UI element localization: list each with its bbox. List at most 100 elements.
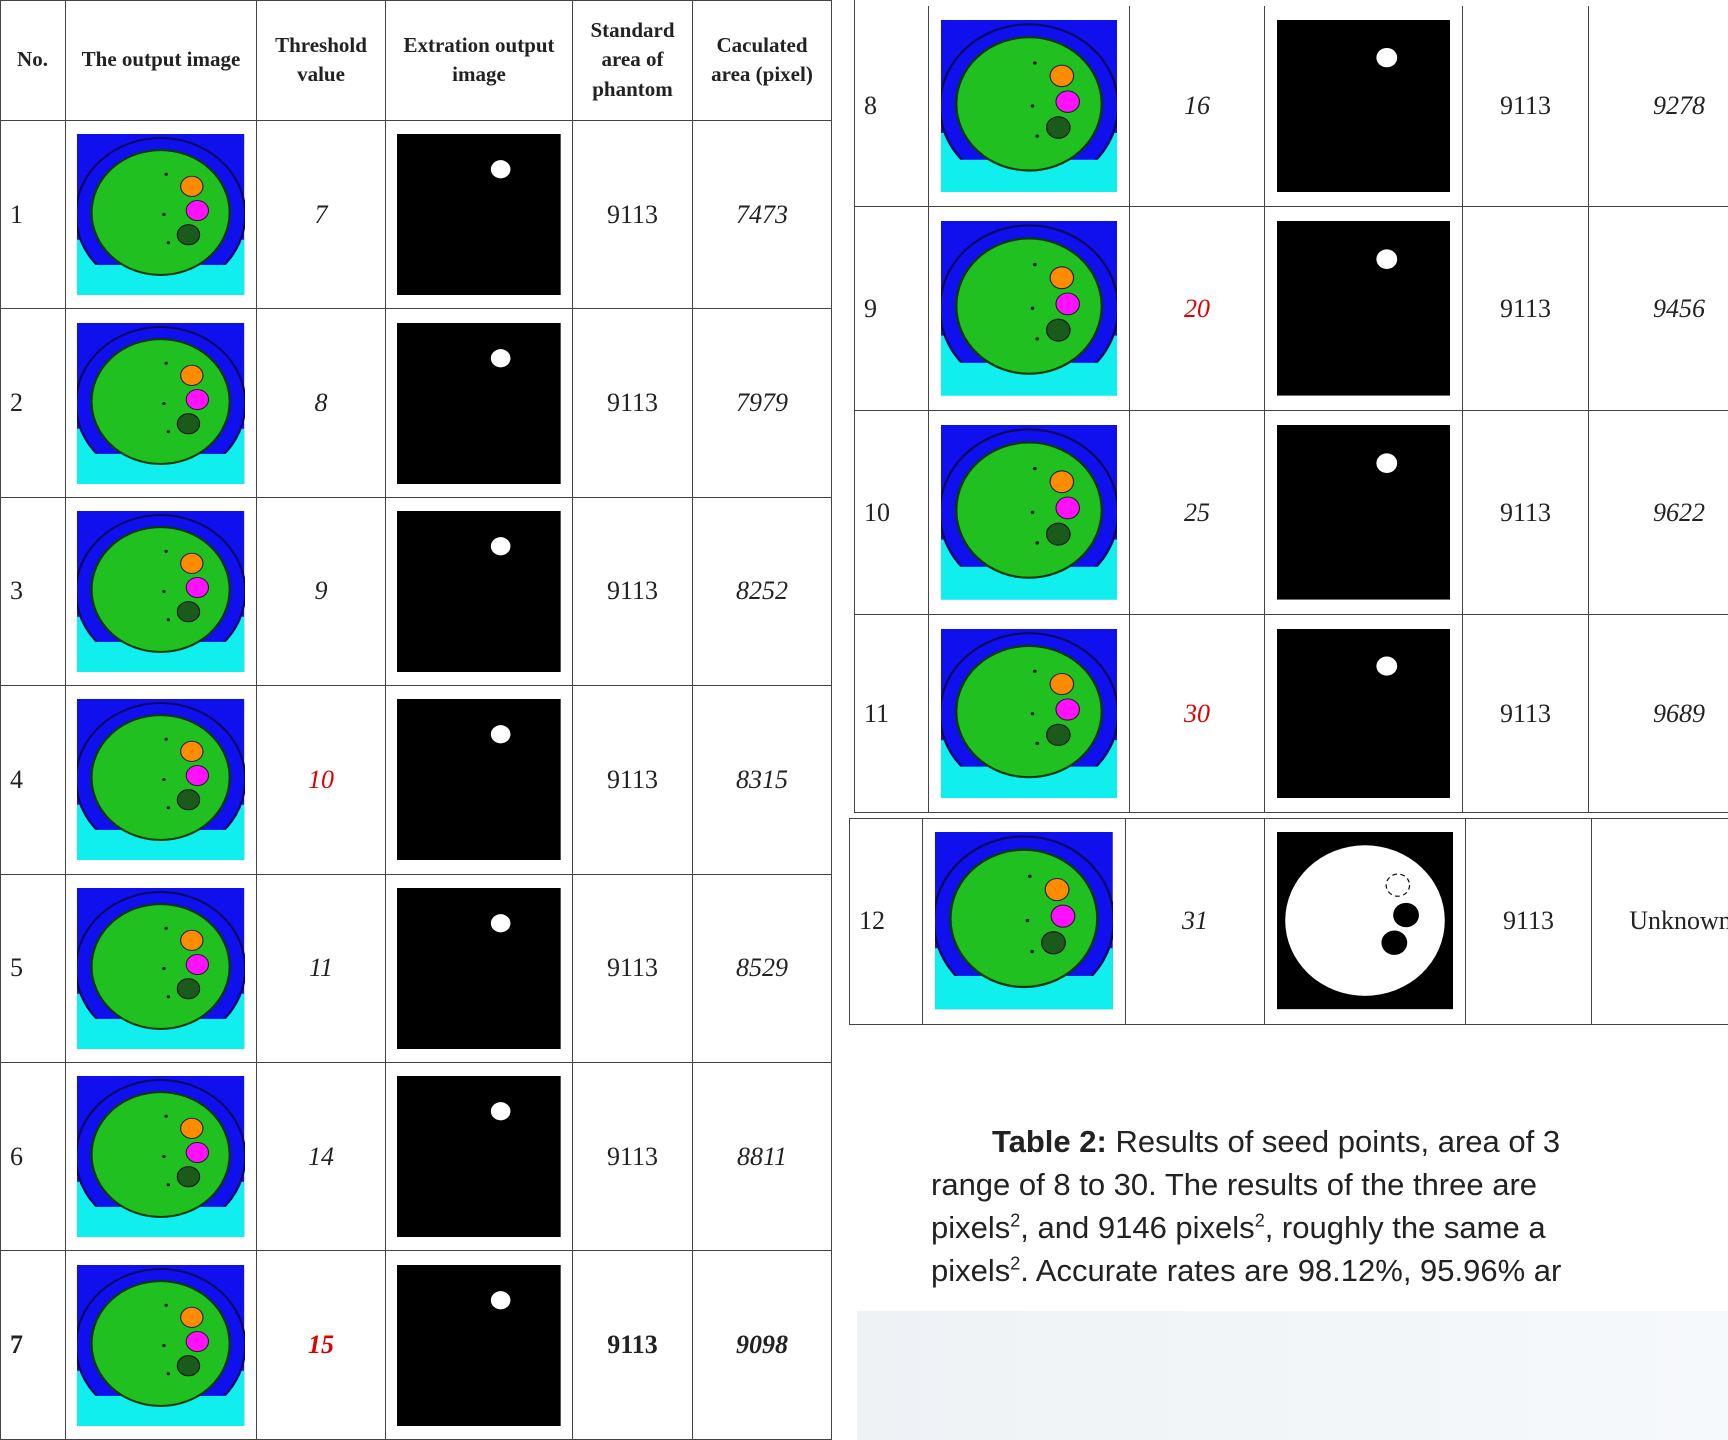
image-cell [66, 686, 257, 874]
calculated: 7473 [736, 200, 788, 230]
threshold: 14 [308, 1142, 334, 1172]
table-frame [849, 818, 1728, 1025]
table-cell: 9113 [573, 121, 693, 309]
table-cell: 9113 [573, 686, 693, 874]
caption-text: Results of seed points, area of 3 [1115, 1124, 1560, 1159]
table-cell: 5 [0, 875, 66, 1063]
header-cell: The output image [66, 0, 257, 121]
image-cell [386, 121, 573, 309]
header-text: Threshold value [261, 31, 381, 90]
threshold: 15 [308, 1330, 334, 1360]
caption-line: pixels2. Accurate rates are 98.12%, 95.9… [931, 1253, 1561, 1289]
table-cell: 4 [0, 686, 66, 874]
threshold: 8 [315, 388, 328, 418]
table-cell: 9113 [573, 309, 693, 497]
table-cell: 15 [257, 1251, 386, 1439]
no: 4 [10, 765, 23, 795]
header-text: The output image [82, 45, 241, 74]
calculated: 7979 [736, 388, 788, 418]
extraction-image [397, 699, 561, 860]
standard: 9113 [607, 200, 658, 230]
image-cell [66, 498, 257, 686]
output-image [77, 1076, 244, 1237]
calculated: 8529 [736, 953, 788, 983]
extraction-image [397, 511, 561, 672]
caption-label: Table 2: [992, 1124, 1107, 1159]
extraction-image [397, 134, 561, 295]
table-cell: 8 [257, 309, 386, 497]
extraction-image [397, 323, 561, 484]
header-cell: Standard area of phantom [573, 0, 693, 121]
caption-line: range of 8 to 30. The results of the thr… [931, 1167, 1537, 1203]
calculated: 8811 [737, 1142, 787, 1172]
extraction-image [397, 888, 561, 1049]
standard: 9113 [607, 576, 658, 606]
no: 5 [10, 953, 23, 983]
image-cell [66, 309, 257, 497]
caption-text: , roughly the same a [1265, 1210, 1546, 1245]
header-text: No. [17, 45, 48, 74]
calculated: 8315 [736, 765, 788, 795]
extraction-image [397, 1265, 561, 1426]
image-cell [386, 875, 573, 1063]
standard: 9113 [607, 953, 658, 983]
table-cell: 14 [257, 1063, 386, 1251]
caption-text: 2 [1255, 1211, 1265, 1231]
table-cell: 11 [257, 875, 386, 1063]
output-image [77, 888, 244, 1049]
image-cell [66, 1251, 257, 1439]
table-cell: 1 [0, 121, 66, 309]
image-cell [386, 498, 573, 686]
image-cell [66, 875, 257, 1063]
no: 2 [10, 388, 23, 418]
image-cell [386, 686, 573, 874]
no: 3 [10, 576, 23, 606]
caption-text: 2 [1010, 1211, 1020, 1231]
calculated: 8252 [736, 576, 788, 606]
image-cell [386, 309, 573, 497]
table-cell: 7979 [693, 309, 832, 497]
table-cell: 8811 [693, 1063, 832, 1251]
table-cell: 7 [257, 121, 386, 309]
output-image [77, 699, 244, 860]
header-text: Caculated area (pixel) [697, 31, 827, 90]
table-cell: 2 [0, 309, 66, 497]
table-cell: 9 [257, 498, 386, 686]
caption-text: . Accurate rates are 98.12%, 95.96% ar [1020, 1253, 1561, 1288]
caption-text: range of 8 to 30. The results of the thr… [931, 1167, 1537, 1202]
header-text: Standard area of phantom [577, 16, 688, 104]
calculated: 9098 [736, 1330, 788, 1360]
image-cell [386, 1251, 573, 1439]
caption-text: 2 [1010, 1254, 1020, 1274]
table-cell: 9113 [573, 875, 693, 1063]
table-cell: 9113 [573, 498, 693, 686]
output-image [77, 323, 244, 484]
standard: 9113 [607, 388, 658, 418]
output-image [77, 1265, 244, 1426]
header-cell: Extration output image [386, 0, 573, 121]
table-cell: 10 [257, 686, 386, 874]
no: 6 [10, 1142, 23, 1172]
standard: 9113 [607, 765, 658, 795]
threshold: 9 [315, 576, 328, 606]
image-cell [386, 1063, 573, 1251]
standard: 9113 [607, 1330, 658, 1360]
caption-text: pixels [931, 1253, 1010, 1288]
table-cell: 8315 [693, 686, 832, 874]
table-frame [854, 0, 1728, 813]
threshold: 10 [308, 765, 334, 795]
output-image [77, 134, 244, 295]
table-cell: 9113 [573, 1063, 693, 1251]
header-cell: No. [0, 0, 66, 121]
caption-text: , and 9146 pixels [1020, 1210, 1254, 1245]
caption-line: pixels2, and 9146 pixels2, roughly the s… [931, 1210, 1546, 1246]
output-image [77, 511, 244, 672]
threshold: 7 [315, 200, 328, 230]
header-text: Extration output image [390, 31, 568, 90]
caption-text: pixels [931, 1210, 1010, 1245]
extraction-image [397, 1076, 561, 1237]
page: Table 2: Results of seed points, area of… [0, 0, 1728, 1440]
header-cell: Caculated area (pixel) [693, 0, 832, 121]
table-cell: 7473 [693, 121, 832, 309]
header-cell: Threshold value [257, 0, 386, 121]
